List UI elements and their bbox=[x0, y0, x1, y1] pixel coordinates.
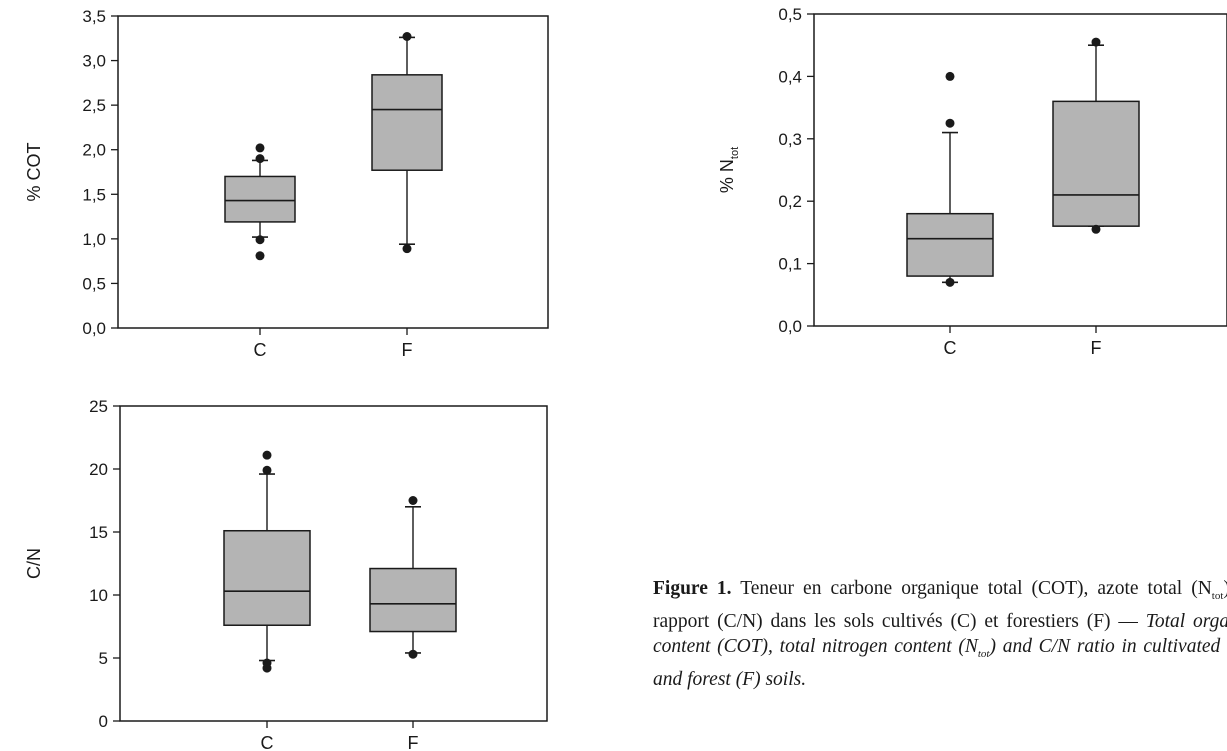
y-tick-label: 5 bbox=[99, 649, 108, 668]
outlier-point bbox=[262, 465, 272, 475]
y-tick-label: 15 bbox=[89, 523, 108, 542]
box-iqr bbox=[369, 567, 457, 633]
box-F bbox=[1052, 37, 1140, 234]
y-tick-label: 2,0 bbox=[82, 141, 106, 160]
outlier-point bbox=[255, 154, 265, 164]
y-axis-label-sub: tot bbox=[729, 147, 741, 159]
outlier-point bbox=[255, 235, 265, 245]
y-tick-label: 0,3 bbox=[778, 130, 802, 149]
plot-frame bbox=[117, 15, 549, 329]
box-C bbox=[224, 143, 296, 261]
y-tick-label: 0,5 bbox=[82, 274, 106, 293]
outlier-point bbox=[945, 71, 955, 81]
outlier-point bbox=[945, 118, 955, 128]
y-axis-label-main: % N bbox=[717, 159, 737, 193]
chart-cot: 0,0 0,5 1,0 1,5 2,0 2,5 3,0 3,5 C F % COT bbox=[24, 7, 549, 360]
outlier-point bbox=[255, 143, 265, 153]
outlier-point bbox=[402, 244, 412, 254]
y-axis-label: % COT bbox=[24, 142, 44, 201]
y-tick-label: 0 bbox=[99, 712, 108, 731]
y-tick-label: 1,0 bbox=[82, 230, 106, 249]
y-tick-label: 1,5 bbox=[82, 185, 106, 204]
y-tick-label: 3,0 bbox=[82, 52, 106, 71]
plot-frame bbox=[119, 405, 548, 722]
outlier-point bbox=[262, 450, 272, 460]
outlier-point bbox=[402, 32, 412, 42]
y-axis-label: % Ntot bbox=[717, 147, 741, 193]
caption-en-part2: ) and C/N ratio in cultivated (C) and fo… bbox=[653, 635, 1227, 690]
x-category-label: F bbox=[1091, 338, 1102, 358]
outlier-point bbox=[262, 658, 272, 668]
box-iqr bbox=[223, 529, 311, 626]
y-tick-label: 0,4 bbox=[778, 67, 802, 86]
x-category-label: F bbox=[402, 340, 413, 360]
figure-caption: Figure 1. Teneur en carbone organique to… bbox=[653, 576, 1227, 692]
chart-ntot: 0,0 0,1 0,2 0,3 0,4 0,5 C F % Ntot bbox=[717, 5, 1227, 358]
y-tick-label: 25 bbox=[89, 397, 108, 416]
y-tick-label: 0,2 bbox=[778, 192, 802, 211]
caption-en-part1: Total organic content (COT), total nitro… bbox=[653, 610, 1227, 657]
outlier-point bbox=[255, 251, 265, 261]
y-tick-label: 0,0 bbox=[778, 317, 802, 336]
x-category-label: C bbox=[261, 733, 274, 751]
y-tick-label: 10 bbox=[89, 586, 108, 605]
caption-en-sub: tot bbox=[977, 647, 990, 660]
y-tick-label: 0,0 bbox=[82, 319, 106, 338]
box-iqr bbox=[224, 175, 296, 223]
y-tick-label: 20 bbox=[89, 460, 108, 479]
outlier-point bbox=[1091, 224, 1101, 234]
y-tick-label: 0,5 bbox=[778, 5, 802, 24]
caption-fr-part1: Teneur en carbone organique total (COT),… bbox=[731, 578, 1212, 599]
chart-cn: 0 5 10 15 20 25 C F C/N bbox=[24, 397, 548, 751]
box-iqr bbox=[1052, 100, 1140, 227]
plot-frame bbox=[813, 13, 1227, 327]
caption-fr-sub: tot bbox=[1211, 589, 1224, 602]
box-F bbox=[369, 496, 457, 659]
y-tick-label: 0,1 bbox=[778, 255, 802, 274]
box-iqr bbox=[371, 74, 443, 171]
box-F bbox=[371, 32, 443, 254]
y-tick-label: 2,5 bbox=[82, 96, 106, 115]
box-C bbox=[223, 450, 311, 673]
caption-label: Figure 1. bbox=[653, 578, 732, 599]
x-category-label: C bbox=[254, 340, 267, 360]
outlier-point bbox=[945, 277, 955, 287]
outlier-point bbox=[408, 649, 418, 659]
outlier-point bbox=[408, 496, 418, 505]
caption-fr-part2: ) et rapport (C/N) dans les sols cultivé… bbox=[653, 578, 1227, 632]
x-category-label: C bbox=[944, 338, 957, 358]
box-C bbox=[906, 71, 994, 287]
x-category-label: F bbox=[408, 733, 419, 751]
y-axis-label: C/N bbox=[24, 548, 44, 579]
outlier-point bbox=[1091, 37, 1101, 47]
y-tick-label: 3,5 bbox=[82, 7, 106, 26]
box-iqr bbox=[906, 212, 994, 277]
